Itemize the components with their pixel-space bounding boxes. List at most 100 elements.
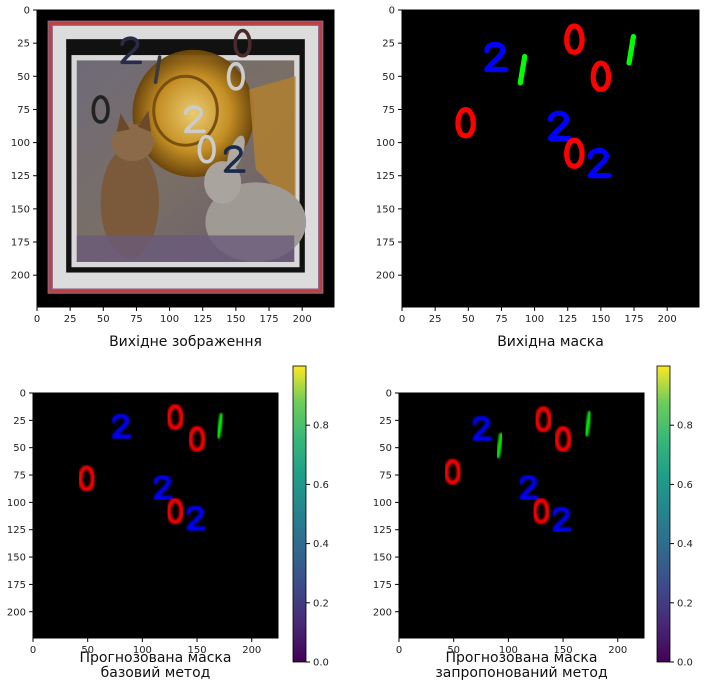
- y-tick-label: 175: [373, 580, 392, 591]
- colorbar-gradient: [292, 365, 307, 663]
- x-tick-label: 200: [658, 314, 677, 325]
- digit-mark-0: [534, 406, 552, 433]
- colorbar-gradient: [656, 365, 671, 663]
- digit-mark-2: [153, 474, 174, 501]
- colorbar-tick-label: 0.0: [677, 658, 693, 669]
- x-tick-label: 0: [34, 314, 40, 325]
- digit-mark-2: [547, 110, 573, 142]
- y-tick-label: 100: [373, 498, 392, 509]
- digit-mark-0: [91, 95, 110, 124]
- digit-mark-0: [444, 458, 462, 485]
- panel-caption: базовий метод: [101, 665, 211, 681]
- axes-frame: [398, 392, 645, 639]
- digit-mark-1: [215, 412, 224, 439]
- x-tick-label: 150: [226, 314, 245, 325]
- y-tick-label: 50: [17, 72, 30, 83]
- y-tick-label: 75: [13, 471, 26, 482]
- x-tick-label: 0: [396, 645, 402, 656]
- digit-mark-2: [587, 147, 612, 179]
- y-tick-label: 200: [7, 607, 26, 618]
- colorbar-tick-label: 0.6: [313, 480, 329, 491]
- axes-frame: [36, 9, 335, 308]
- x-tick-label: 125: [558, 314, 577, 325]
- x-tick-label: 200: [608, 645, 627, 656]
- y-tick-label: 150: [11, 204, 30, 215]
- digit-mark-0: [166, 498, 184, 525]
- x-tick-label: 75: [495, 314, 508, 325]
- y-tick-label: 25: [379, 416, 392, 427]
- digit-mark-1: [517, 53, 528, 86]
- y-tick-label: 150: [376, 204, 395, 215]
- x-tick-label: 75: [130, 314, 143, 325]
- colorbar-tick-label: 0.0: [313, 658, 329, 669]
- digit-mark-1: [495, 432, 504, 459]
- y-tick-label: 75: [17, 105, 30, 116]
- y-tick-label: 175: [376, 238, 395, 249]
- x-tick-label: 175: [259, 314, 278, 325]
- panel-caption: запропонований метод: [435, 665, 607, 681]
- y-tick-label: 50: [13, 443, 26, 454]
- digit-mark-1: [626, 34, 637, 66]
- y-tick-label: 200: [11, 271, 30, 282]
- y-tick-label: 25: [17, 39, 30, 50]
- panel-1: 0 25 50 75 100 125 150 175 200 0 25 50 75 100 125 150 17…: [11, 6, 335, 350]
- panel-caption: Вихідна маска: [497, 334, 604, 350]
- digit-mark-2: [223, 145, 246, 173]
- x-tick-label: 50: [447, 645, 460, 656]
- y-tick-label: 0: [24, 6, 30, 17]
- y-tick-label: 125: [7, 525, 26, 536]
- y-tick-label: 125: [11, 171, 30, 182]
- digit-mark-2: [519, 474, 540, 501]
- x-tick-label: 100: [160, 314, 179, 325]
- colorbar-tick-label: 0.4: [677, 539, 693, 550]
- y-tick-label: 125: [376, 171, 395, 182]
- plot-area: [33, 393, 278, 638]
- y-tick-label: 125: [373, 525, 392, 536]
- x-tick-label: 50: [462, 314, 475, 325]
- x-tick-label: 0: [399, 314, 405, 325]
- colorbar: 0.0 0.2 0.4 0.6 0.8: [292, 365, 329, 669]
- digit-mark-1: [584, 410, 593, 437]
- panel-caption: Вихідне зображення: [109, 334, 262, 350]
- x-tick-label: 200: [242, 645, 261, 656]
- x-tick-label: 50: [97, 314, 110, 325]
- y-tick-label: 150: [373, 553, 392, 564]
- x-tick-label: 25: [429, 314, 442, 325]
- digit-mark-0: [554, 425, 572, 452]
- y-tick-label: 200: [376, 271, 395, 282]
- digit-mark-0: [226, 61, 245, 91]
- y-tick-label: 0: [20, 389, 26, 400]
- x-tick-label: 150: [554, 645, 573, 656]
- y-tick-label: 0: [386, 389, 392, 400]
- y-tick-label: 200: [373, 607, 392, 618]
- y-tick-label: 175: [11, 238, 30, 249]
- x-tick-label: 200: [293, 314, 312, 325]
- y-tick-label: 75: [379, 471, 392, 482]
- x-tick-label: 50: [81, 645, 94, 656]
- digit-mark-0: [455, 106, 476, 139]
- x-tick-label: 0: [30, 645, 36, 656]
- colorbar: 0.0 0.2 0.4 0.6 0.8: [656, 365, 693, 669]
- x-tick-label: 100: [133, 645, 152, 656]
- digit-mark-0: [233, 28, 252, 58]
- y-tick-label: 150: [7, 553, 26, 564]
- y-tick-label: 50: [379, 443, 392, 454]
- plot-area: [402, 10, 699, 307]
- x-tick-label: 125: [193, 314, 212, 325]
- source-photo: [47, 20, 324, 294]
- y-tick-label: 25: [13, 416, 26, 427]
- digit-mark-2: [552, 506, 573, 532]
- digit-mark-2: [120, 36, 143, 65]
- colorbar-tick-label: 0.6: [677, 480, 693, 491]
- y-tick-label: 100: [11, 138, 30, 149]
- y-tick-label: 25: [382, 39, 395, 50]
- digit-mark-0: [166, 404, 184, 431]
- y-tick-label: 100: [7, 498, 26, 509]
- x-tick-label: 150: [188, 645, 207, 656]
- panel-caption: Прогнозована маска: [80, 650, 232, 666]
- digit-mark-2: [111, 413, 132, 439]
- y-tick-label: 100: [376, 138, 395, 149]
- digit-mark-0: [532, 498, 550, 525]
- digit-mark-0: [188, 425, 206, 452]
